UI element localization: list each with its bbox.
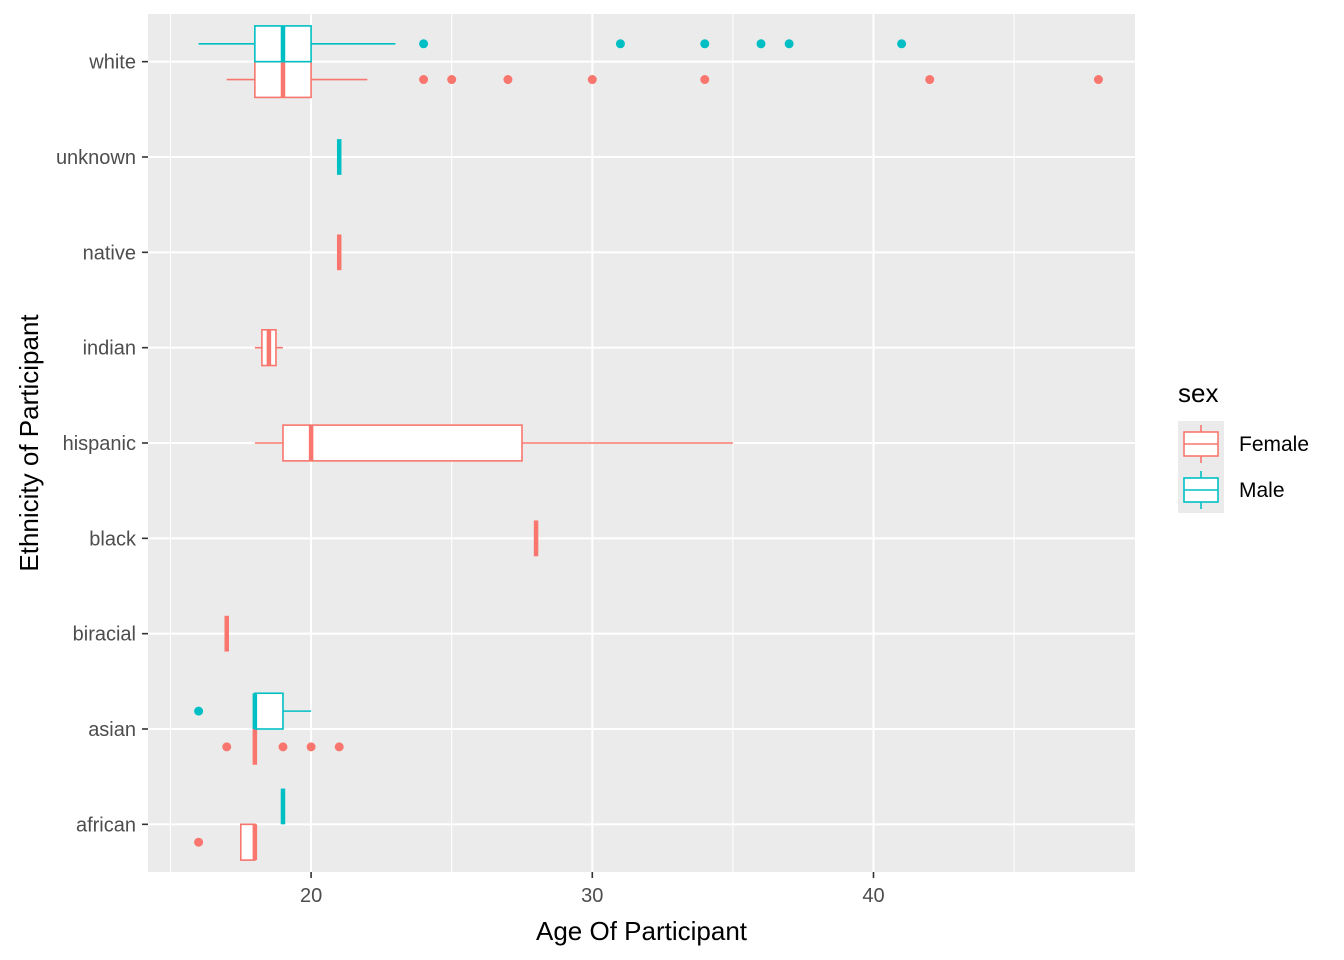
outlier-point	[784, 39, 794, 49]
y-tick-label: white	[88, 52, 136, 74]
outlier-point	[587, 75, 597, 85]
box-female-white	[226, 60, 1103, 99]
box-iqr	[254, 692, 284, 730]
box-female-indian	[254, 328, 283, 367]
y-tick-label: african	[76, 814, 136, 836]
legend-title: sex	[1178, 378, 1218, 408]
outlier-point	[278, 742, 288, 752]
x-tick-label: 20	[300, 885, 322, 907]
box-layer	[194, 25, 1103, 861]
y-tick-label: asian	[88, 719, 136, 741]
outlier-point	[700, 75, 710, 85]
outlier-point	[419, 39, 429, 49]
legend-key-male: Male	[1178, 467, 1285, 513]
outlier-point	[419, 75, 429, 85]
outlier-point	[756, 39, 766, 49]
y-tick-label: native	[83, 242, 136, 264]
box-male-white	[198, 25, 907, 63]
y-axis-title: Ethnicity of Participant	[14, 314, 44, 572]
outlier-point	[194, 706, 204, 716]
y-tick-label: black	[89, 528, 137, 550]
outlier-point	[306, 742, 316, 752]
box-male-asian	[194, 692, 312, 730]
outlier-point	[700, 39, 710, 49]
box-female-african	[194, 823, 258, 861]
y-tick-label: unknown	[56, 147, 136, 169]
box-iqr	[282, 424, 523, 462]
outlier-point	[615, 39, 625, 49]
legend-label: Male	[1239, 479, 1285, 502]
outlier-point	[222, 742, 232, 752]
y-tick-label: indian	[83, 338, 136, 360]
outlier-point	[447, 75, 457, 85]
outlier-point	[503, 75, 513, 85]
box-female-asian	[222, 729, 344, 765]
major-gridlines	[148, 14, 1135, 872]
y-axis: african asian biracial black hispanic indian n…	[56, 52, 148, 836]
outlier-point	[925, 75, 935, 85]
y-tick-label: hispanic	[63, 433, 136, 455]
x-tick-label: 30	[581, 885, 603, 907]
legend-label: Female	[1239, 433, 1309, 456]
outlier-point	[897, 39, 907, 49]
outlier-point	[334, 742, 344, 752]
outlier-point	[194, 837, 204, 847]
box-female-hispanic	[254, 424, 733, 462]
x-axis: 20 30 40	[300, 872, 885, 907]
x-axis-title: Age Of Participant	[536, 916, 748, 946]
y-tick-label: biracial	[73, 624, 136, 646]
x-tick-label: 40	[862, 885, 884, 907]
outlier-point	[1093, 75, 1103, 85]
legend: sex Female Male	[1178, 378, 1309, 513]
legend-key-female: Female	[1178, 421, 1309, 467]
